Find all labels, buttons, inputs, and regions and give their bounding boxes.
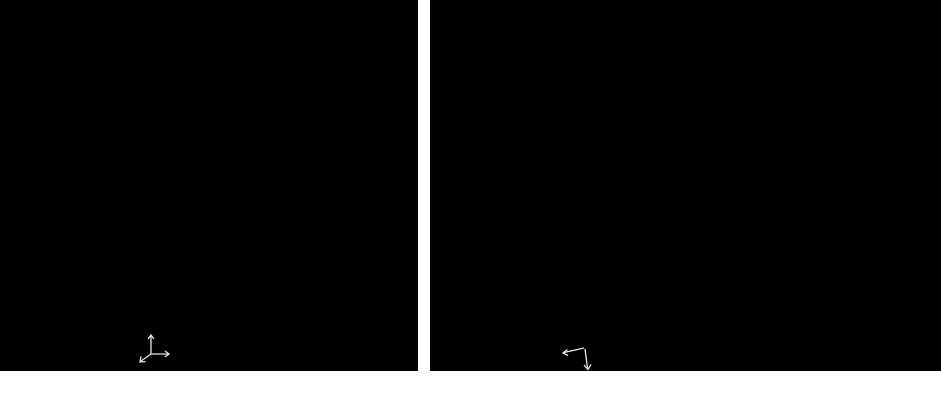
top-view-colorbar — [433, 13, 464, 358]
main-view-panel — [0, 0, 418, 371]
x-axis-arrow-icon — [561, 348, 569, 357]
main-view-vector-plot — [0, 0, 418, 371]
x-axis-arrow-icon — [164, 350, 171, 358]
z-axis-arrow-icon — [147, 333, 155, 340]
caption-strip — [0, 371, 941, 406]
main-view-colorbar — [1, 15, 24, 368]
top-view-axis-triad — [561, 347, 592, 371]
main-view-axis-triad — [139, 333, 171, 363]
top-view-panel — [430, 0, 941, 371]
top-view-vector-plot — [430, 0, 941, 371]
z-axis-arrow-icon — [583, 364, 592, 371]
y-axis-arrow-icon — [139, 356, 146, 363]
